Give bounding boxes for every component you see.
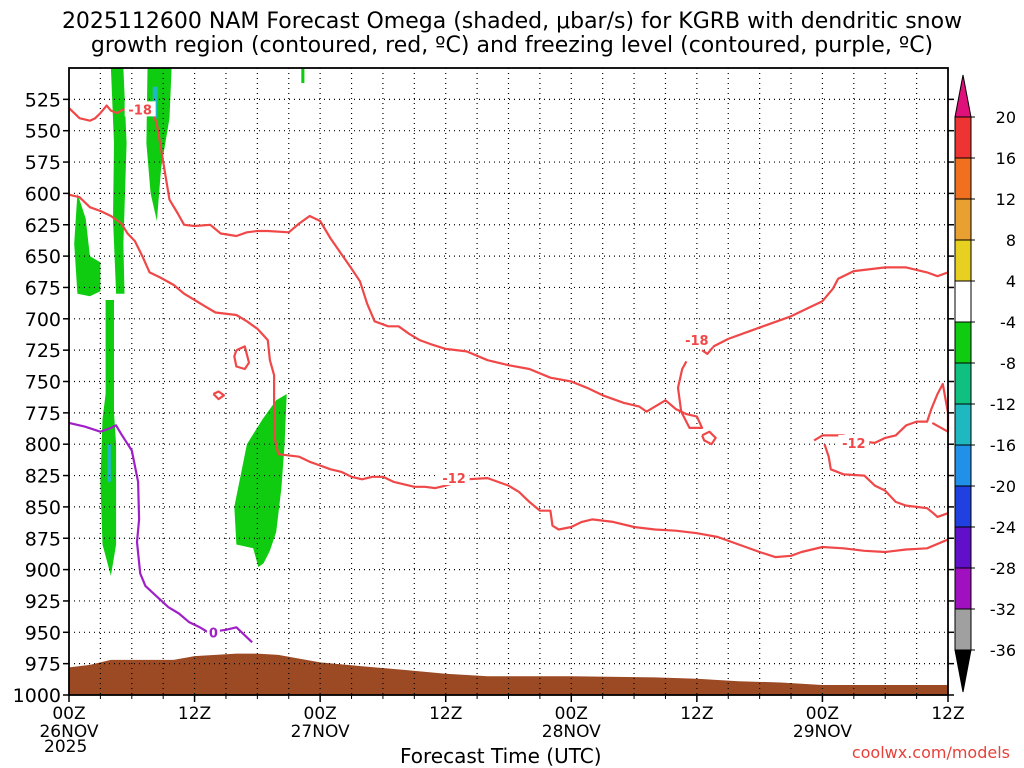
contour-line <box>68 193 949 559</box>
colorbar-swatch <box>954 526 972 569</box>
y-tick-label: 750 <box>25 372 61 394</box>
colorbar-label: -8 <box>1000 354 1016 373</box>
colorbar-swatch <box>954 362 972 405</box>
x-tick-label: 12Z <box>931 704 964 724</box>
x-tick-label: 12Z <box>429 704 462 724</box>
colorbar-label: -4 <box>1000 313 1016 332</box>
y-tick-label: 650 <box>25 246 61 268</box>
omega-shade-region <box>107 444 111 482</box>
omega-shade-region <box>74 193 101 297</box>
contour-label: 0 <box>209 626 218 641</box>
y-tick-label: 925 <box>25 591 61 613</box>
contour-label-bg <box>124 101 156 117</box>
y-tick-label: 800 <box>25 434 61 456</box>
contour-line <box>701 430 717 446</box>
y-tick-label: 975 <box>25 654 61 676</box>
contour-line <box>233 345 251 371</box>
omega-shade-region <box>110 68 127 294</box>
y-tick-label: 700 <box>25 309 61 331</box>
colorbar-label: 20 <box>996 108 1016 127</box>
colorbar-swatch <box>954 157 972 200</box>
colorbar-swatch <box>954 403 972 446</box>
y-tick-label: 525 <box>25 89 61 111</box>
x-tick-date-label: 29NOV <box>793 722 852 742</box>
plot-frame <box>68 67 949 696</box>
omega-shading-layer <box>74 68 305 576</box>
contour-label: -12 <box>842 437 866 452</box>
contour-label: -18 <box>128 103 152 118</box>
credit-link[interactable]: coolwx.com/models <box>851 743 1010 762</box>
colorbar-label: 16 <box>996 149 1016 168</box>
contour-line <box>68 421 253 644</box>
contour-label-bg <box>206 624 220 640</box>
colorbar-label: -32 <box>990 600 1016 619</box>
omega-shade-region <box>301 68 305 83</box>
y-tick-label: 625 <box>25 215 61 237</box>
y-tick-label: 550 <box>25 121 61 143</box>
axes-layer: 525 550 575 600 625 650 675 700 725 750 775 800 825 8… <box>13 67 965 742</box>
colorbar-swatch <box>954 567 972 610</box>
contour-line <box>212 390 225 401</box>
year-label: 2025 <box>44 737 88 757</box>
colorbar-swatch <box>954 444 972 487</box>
x-tick-label: 12Z <box>178 704 211 724</box>
y-tick-label: 600 <box>25 183 61 205</box>
colorbar-swatch <box>954 608 972 651</box>
x-tick-label: 00Z <box>304 704 337 724</box>
y-tick-label: 875 <box>25 528 61 550</box>
y-tick-label: 1000 <box>13 685 61 707</box>
y-tick-label: 950 <box>25 622 61 644</box>
colorbar-label: -16 <box>990 436 1016 455</box>
y-tick-label: 850 <box>25 497 61 519</box>
y-tick-label: 575 <box>25 152 61 174</box>
colorbar-label: -28 <box>990 559 1016 578</box>
colorbar: 20 16 12 8 4 -4 -8 -12 -16 -20 -24 -28 -32 -36 <box>954 74 1016 693</box>
x-tick-label: 12Z <box>680 704 713 724</box>
contour-line <box>68 104 704 429</box>
colorbar-bottom-arrow <box>954 649 972 693</box>
colorbar-swatch <box>954 485 972 528</box>
colorbar-swatch <box>954 239 972 282</box>
x-axis-label: Forecast Time (UTC) <box>400 744 602 768</box>
contour-label: -12 <box>442 472 466 487</box>
colorbar-label: -20 <box>990 477 1016 496</box>
contour-label: -18 <box>685 334 709 349</box>
colorbar-label: -24 <box>990 518 1016 537</box>
colorbar-swatch <box>954 280 972 323</box>
y-tick-label: 900 <box>25 560 61 582</box>
colorbar-label: 4 <box>1006 272 1016 291</box>
colorbar-label: 8 <box>1006 231 1016 250</box>
omega-shade-region <box>100 300 117 576</box>
omega-shade-region <box>146 68 172 221</box>
contour-label-bg <box>438 470 470 486</box>
x-tick-date-label: 28NOV <box>542 722 601 742</box>
x-tick-label: 00Z <box>806 704 839 724</box>
contour-line <box>701 266 949 355</box>
colorbar-label: 12 <box>996 190 1016 209</box>
y-tick-label: 825 <box>25 466 61 488</box>
x-tick-label: 00Z <box>555 704 588 724</box>
contour-label-bg <box>681 332 713 348</box>
colorbar-swatch <box>954 198 972 241</box>
colorbar-label: -36 <box>990 641 1016 660</box>
contour-line <box>823 443 949 519</box>
y-tick-label: 675 <box>25 277 61 299</box>
x-tick-date-label: 26NOV <box>39 722 98 742</box>
contour-label-bg <box>838 434 870 450</box>
x-tick-label: 00Z <box>52 704 85 724</box>
omega-shade-region <box>234 394 287 568</box>
x-tick-date-label: 27NOV <box>291 722 350 742</box>
colorbar-swatch <box>954 321 972 364</box>
chart-title-line-1: 2025112600 NAM Forecast Omega (shaded, μ… <box>61 9 963 34</box>
colorbar-top-arrow <box>954 74 972 118</box>
colorbar-label: -12 <box>990 395 1016 414</box>
y-tick-label: 775 <box>25 403 61 425</box>
grid-layer <box>69 68 948 695</box>
chart-title-line-2: growth region (contoured, red, ºC) and f… <box>90 33 934 58</box>
contour-layer: -18 -18 -12 -12 0 <box>68 101 950 644</box>
y-tick-label: 725 <box>25 340 61 362</box>
colorbar-swatch <box>954 116 972 159</box>
